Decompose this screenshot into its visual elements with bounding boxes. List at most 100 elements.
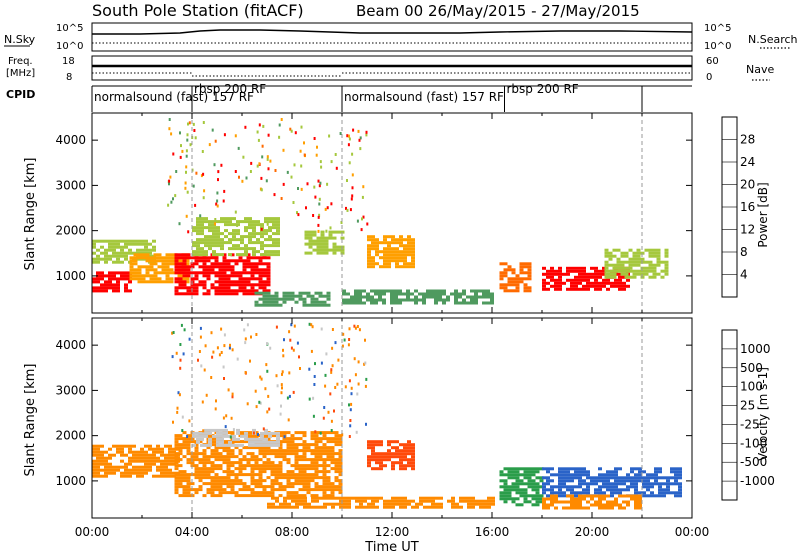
data-cell xyxy=(312,233,317,237)
data-cell xyxy=(226,274,231,278)
data-cell xyxy=(438,289,442,293)
data-cell xyxy=(618,287,622,291)
data-cell xyxy=(262,280,267,284)
data-cell xyxy=(248,440,252,444)
data-cell xyxy=(306,303,311,307)
data-cell xyxy=(258,262,263,266)
data-cell xyxy=(391,499,395,503)
data-cell xyxy=(218,452,223,456)
data-point xyxy=(314,195,317,199)
data-cell xyxy=(276,443,280,447)
data-cell xyxy=(434,289,438,293)
data-cell xyxy=(254,434,259,438)
data-cell xyxy=(312,248,317,252)
data-cell xyxy=(274,291,279,295)
data-cell xyxy=(182,256,187,260)
data-cell xyxy=(338,440,343,444)
data-cell xyxy=(403,244,407,248)
data-cell xyxy=(136,474,140,478)
data-cell xyxy=(375,452,379,456)
data-point xyxy=(178,393,181,397)
data-cell xyxy=(606,287,610,291)
data-cell xyxy=(367,502,371,506)
data-cell xyxy=(137,268,142,272)
data-point xyxy=(330,202,333,206)
x-tick-label: 08:00 xyxy=(275,525,310,539)
data-cell xyxy=(165,265,170,269)
data-cell xyxy=(149,256,154,260)
data-cell xyxy=(279,502,283,506)
data-cell xyxy=(338,488,343,492)
data-point xyxy=(317,179,320,183)
data-cell xyxy=(330,491,335,495)
cpid-label: CPID xyxy=(6,88,35,101)
data-cell xyxy=(186,292,191,296)
data-cell xyxy=(294,494,299,498)
data-cell xyxy=(610,506,614,510)
x-tick-label: 04:00 xyxy=(175,525,210,539)
data-cell xyxy=(174,485,179,489)
data-cell xyxy=(658,467,662,471)
data-cell xyxy=(503,283,508,287)
data-cell xyxy=(178,262,183,266)
data-cell xyxy=(168,471,172,475)
data-cell xyxy=(200,238,204,242)
data-point xyxy=(319,181,322,185)
data-cell xyxy=(186,274,191,278)
data-cell xyxy=(391,467,395,471)
data-cell xyxy=(527,271,532,275)
data-cell xyxy=(226,265,231,269)
data-cell xyxy=(315,499,319,503)
data-cell xyxy=(507,476,512,480)
data-cell xyxy=(311,499,315,503)
data-cell xyxy=(242,283,247,287)
data-point xyxy=(365,130,368,134)
data-cell xyxy=(331,502,335,506)
data-cell xyxy=(210,461,215,465)
data-cell xyxy=(466,301,470,305)
data-cell xyxy=(660,260,665,264)
data-point xyxy=(318,184,321,188)
data-point xyxy=(199,214,202,218)
data-cell xyxy=(198,485,203,489)
data-cell xyxy=(96,257,100,261)
data-cell xyxy=(630,494,634,498)
data-cell xyxy=(395,496,399,500)
data-cell xyxy=(112,468,116,472)
data-point xyxy=(349,419,352,422)
data-cell xyxy=(387,499,391,503)
data-point xyxy=(266,410,269,414)
data-cell xyxy=(228,247,232,251)
data-point xyxy=(355,430,358,434)
data-cell xyxy=(415,505,419,509)
data-cell xyxy=(630,482,634,486)
data-cell xyxy=(262,446,267,450)
data-cell xyxy=(499,491,504,495)
data-cell xyxy=(398,301,402,305)
y-tick-label: 3000 xyxy=(55,383,86,397)
data-cell xyxy=(116,280,120,284)
data-cell xyxy=(614,281,618,285)
data-point xyxy=(193,129,196,132)
data-cell xyxy=(314,473,319,477)
data-point xyxy=(326,182,329,186)
data-cell xyxy=(511,271,516,275)
data-cell xyxy=(670,491,674,495)
data-cell xyxy=(278,461,283,465)
data-point xyxy=(195,171,198,175)
data-cell xyxy=(407,499,411,503)
data-cell xyxy=(546,497,550,501)
data-cell xyxy=(578,278,582,282)
data-cell xyxy=(218,280,223,284)
station-title: South Pole Station (fitACF) xyxy=(92,1,304,20)
data-cell xyxy=(310,449,315,453)
cpid-segment-label: rbsp 200 RF xyxy=(507,82,579,96)
nave-label: Nave xyxy=(746,63,774,76)
data-cell xyxy=(152,474,156,478)
data-cell xyxy=(266,265,271,269)
data-cell xyxy=(108,242,112,246)
data-cell xyxy=(194,470,199,474)
data-cell xyxy=(252,440,256,444)
data-cell xyxy=(140,450,144,454)
data-cell xyxy=(144,239,148,243)
